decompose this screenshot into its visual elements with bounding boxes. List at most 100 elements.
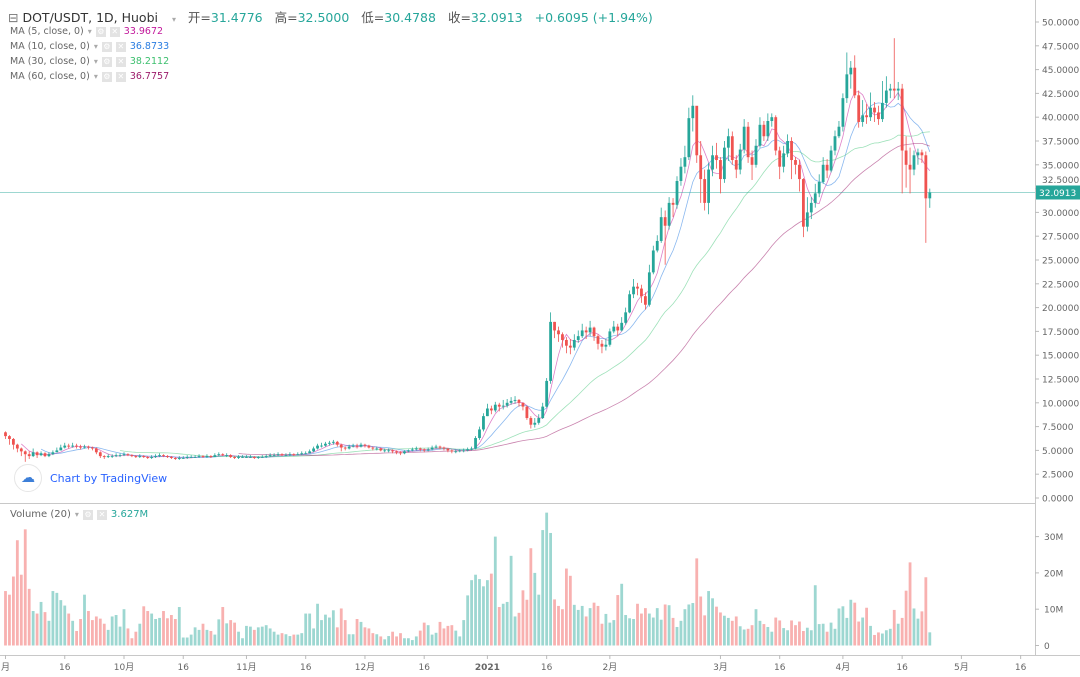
candle-body	[288, 454, 292, 456]
candle-body	[545, 380, 549, 407]
volume-bar	[596, 605, 600, 646]
settings-icon[interactable]: ⚙	[95, 26, 106, 37]
candle-body	[347, 446, 351, 449]
ma60-legend[interactable]: MA (60, close, 0) ▾ ⚙ ✕ 36.7757	[10, 71, 169, 82]
settings-icon[interactable]: ⚙	[101, 71, 112, 82]
chevron-down-icon[interactable]: ▾	[74, 510, 79, 519]
close-icon[interactable]: ✕	[109, 26, 120, 37]
volume-bar	[699, 596, 703, 646]
candle-body	[553, 321, 556, 331]
close-icon[interactable]: ✕	[115, 56, 126, 67]
volume-bar	[794, 625, 797, 646]
candle-body	[766, 121, 770, 137]
price-tick-label: 25.0000	[1042, 257, 1079, 267]
low-value: 30.4788	[384, 10, 436, 25]
volume-bar	[497, 607, 501, 646]
ma-label: MA (60, close, 0)	[10, 71, 90, 82]
settings-icon[interactable]: ⚙	[101, 56, 112, 67]
candle-body	[600, 343, 604, 347]
candle-body	[604, 344, 608, 347]
volume-bar	[189, 634, 193, 646]
volume-bar	[256, 627, 260, 646]
volume-bar	[561, 609, 564, 646]
chevron-down-icon[interactable]: ▾	[87, 27, 92, 36]
volume-bar	[730, 620, 734, 646]
collapse-icon[interactable]: ⊟	[8, 10, 19, 25]
volume-value: 3.627M	[110, 509, 149, 520]
volume-bar	[683, 609, 687, 646]
candle-body	[102, 456, 106, 458]
candle-body	[177, 458, 181, 459]
candle-body	[450, 450, 454, 452]
settings-icon[interactable]: ⚙	[82, 509, 93, 520]
candle-body	[331, 441, 335, 443]
change-value: +0.6095 (+1.94%)	[534, 10, 653, 25]
price-tick-label: 42.5000	[1042, 90, 1079, 100]
candle-body	[588, 327, 592, 333]
volume-bar	[122, 609, 126, 646]
price-tick-label: 50.0000	[1042, 19, 1079, 29]
volume-bar	[711, 598, 714, 646]
price-tick-label: 40.0000	[1042, 114, 1079, 124]
volume-bar	[620, 583, 624, 646]
high-label: 高=	[274, 10, 298, 25]
candle-body	[312, 448, 315, 452]
volume-bar	[892, 609, 896, 646]
close-icon[interactable]: ✕	[115, 71, 126, 82]
volume-bar	[300, 633, 304, 646]
close-icon[interactable]: ✕	[115, 41, 126, 52]
candle-body	[620, 322, 624, 331]
settings-icon[interactable]: ⚙	[101, 41, 112, 52]
chevron-down-icon[interactable]: ▾	[171, 15, 176, 24]
volume-bar	[454, 630, 458, 646]
chevron-down-icon[interactable]: ▾	[93, 42, 98, 51]
volume-bar	[39, 601, 43, 646]
volume-bar	[422, 622, 426, 646]
volume-bar	[102, 623, 106, 646]
volume-bar	[55, 592, 59, 646]
candle-body	[185, 457, 189, 459]
volume-bar	[869, 625, 872, 646]
volume-bar	[802, 630, 805, 646]
chevron-down-icon[interactable]: ▾	[93, 72, 98, 81]
volume-bar	[707, 591, 710, 646]
candle-body	[67, 445, 71, 447]
last-price-badge	[1036, 185, 1080, 200]
ma10-legend[interactable]: MA (10, close, 0) ▾ ⚙ ✕ 36.8733	[10, 41, 169, 52]
ma5-legend[interactable]: MA (5, close, 0) ▾ ⚙ ✕ 33.9672	[10, 26, 163, 37]
volume-bar	[27, 588, 31, 646]
candle-body	[474, 438, 477, 449]
candle-body	[671, 202, 675, 205]
volume-bar	[19, 574, 23, 646]
candle-body	[237, 457, 240, 459]
candle-body	[916, 152, 920, 156]
candle-body	[525, 406, 529, 419]
price-tick-label: 0.0000	[1042, 495, 1074, 505]
chevron-down-icon[interactable]: ▾	[93, 57, 98, 66]
price-tick-label: 27.5000	[1042, 233, 1079, 243]
candle-body	[47, 454, 51, 457]
volume-bar	[407, 638, 410, 646]
volume-bar	[719, 612, 722, 646]
candle-body	[711, 155, 714, 170]
symbol-title[interactable]: DOT/USDT, 1D, Huobi	[22, 10, 158, 25]
volume-bar	[557, 605, 560, 646]
volume-bar	[900, 617, 904, 646]
volume-legend[interactable]: Volume (20) ▾ ⚙ ✕ 3.627M	[10, 509, 148, 520]
time-tick-label: 16	[774, 663, 786, 673]
candle-body	[126, 454, 130, 456]
volume-bar	[517, 612, 521, 646]
candle-body	[23, 451, 27, 455]
volume-bar	[916, 618, 920, 646]
watermark-text: Chart by TradingView	[50, 471, 168, 485]
close-icon[interactable]: ✕	[96, 509, 107, 520]
candle-body	[19, 448, 23, 452]
ma30-legend[interactable]: MA (30, close, 0) ▾ ⚙ ✕ 38.2112	[10, 56, 169, 67]
volume-bar	[110, 616, 114, 646]
volume-bar	[612, 620, 616, 646]
volume-bar	[158, 617, 161, 646]
tradingview-watermark[interactable]: ☁ Chart by TradingView	[14, 464, 167, 492]
volume-bar	[363, 627, 367, 646]
volume-bar	[541, 530, 545, 646]
